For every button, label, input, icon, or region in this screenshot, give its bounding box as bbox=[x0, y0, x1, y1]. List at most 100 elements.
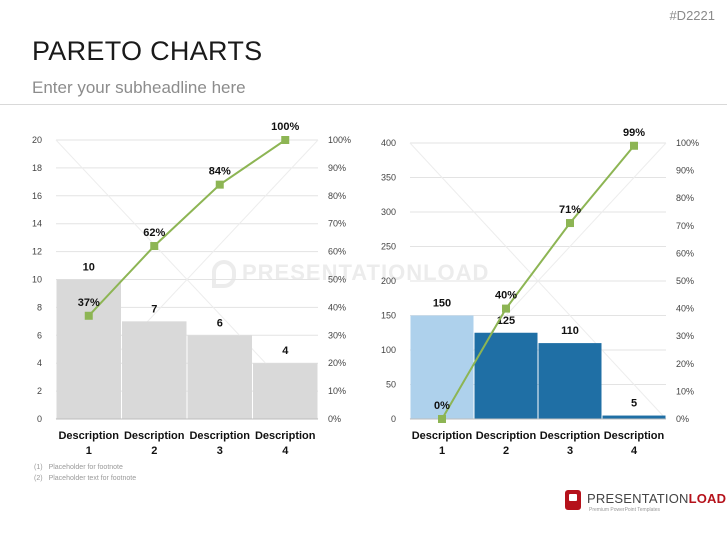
footnote-text: Placeholder text for footnote bbox=[48, 475, 137, 482]
y-tick-label: 6 bbox=[37, 330, 42, 340]
x-tick-label: 1 bbox=[86, 445, 92, 457]
bar bbox=[474, 332, 538, 419]
y-tick-label: 400 bbox=[381, 138, 396, 148]
y2-tick-label: 50% bbox=[328, 275, 346, 285]
y2-tick-label: 90% bbox=[328, 163, 346, 173]
brand-name: PRESENTATIONLOAD bbox=[587, 491, 726, 506]
bar-value-label: 10 bbox=[83, 262, 95, 274]
page-title: PARETO CHARTS bbox=[32, 36, 263, 66]
watermark-logo-icon bbox=[212, 260, 236, 289]
x-tick-label: Description bbox=[58, 430, 119, 442]
y-tick-label: 250 bbox=[381, 242, 396, 252]
x-tick-label: 2 bbox=[503, 445, 509, 457]
footnote-text: Placeholder for footnote bbox=[48, 464, 123, 471]
x-tick-label: Description bbox=[124, 430, 185, 442]
y-tick-label: 16 bbox=[32, 191, 42, 201]
y-tick-label: 200 bbox=[381, 276, 396, 286]
y2-tick-label: 80% bbox=[676, 193, 694, 203]
cumulative-point bbox=[438, 415, 446, 423]
y2-tick-label: 10% bbox=[328, 386, 346, 396]
bar-value-label: 110 bbox=[561, 325, 579, 337]
cumulative-label: 100% bbox=[271, 121, 299, 133]
cumulative-label: 62% bbox=[143, 227, 165, 239]
cumulative-point bbox=[566, 219, 574, 228]
y-tick-label: 0 bbox=[391, 414, 396, 424]
bar bbox=[410, 315, 474, 419]
x-tick-label: Description bbox=[412, 430, 473, 442]
bar-value-label: 150 bbox=[433, 298, 451, 310]
bar-value-label: 6 bbox=[217, 317, 223, 329]
y2-tick-label: 100% bbox=[328, 135, 351, 145]
bar bbox=[602, 415, 666, 419]
y2-tick-label: 0% bbox=[676, 414, 689, 424]
y2-tick-label: 30% bbox=[676, 331, 694, 341]
cumulative-label: 84% bbox=[209, 166, 231, 178]
y2-tick-label: 100% bbox=[676, 138, 699, 148]
cumulative-point bbox=[215, 180, 224, 189]
y-tick-label: 150 bbox=[381, 311, 396, 321]
cumulative-point bbox=[502, 304, 510, 313]
cumulative-point bbox=[84, 311, 93, 320]
bar-value-label: 7 bbox=[151, 303, 157, 315]
y-tick-label: 8 bbox=[37, 302, 42, 312]
cumulative-point bbox=[630, 141, 638, 150]
cumulative-label: 0% bbox=[434, 400, 450, 412]
y2-tick-label: 10% bbox=[676, 386, 694, 396]
y-tick-label: 100 bbox=[381, 345, 396, 355]
y-tick-label: 350 bbox=[381, 173, 396, 183]
bar bbox=[187, 335, 252, 419]
y2-tick-label: 0% bbox=[328, 414, 341, 424]
cumulative-label: 99% bbox=[623, 127, 645, 139]
y2-tick-label: 60% bbox=[676, 248, 694, 258]
page-subtitle: Enter your subheadline here bbox=[32, 78, 246, 97]
diagonal-decor bbox=[409, 142, 667, 420]
bar-value-label: 5 bbox=[631, 398, 637, 410]
y2-tick-label: 90% bbox=[676, 166, 694, 176]
y-tick-label: 18 bbox=[32, 163, 42, 173]
y-tick-label: 2 bbox=[37, 386, 42, 396]
bar bbox=[253, 363, 318, 419]
y-tick-label: 0 bbox=[37, 414, 42, 424]
x-tick-label: 3 bbox=[567, 445, 573, 457]
bar bbox=[538, 343, 602, 419]
cumulative-label: 71% bbox=[559, 204, 581, 216]
y-tick-label: 300 bbox=[381, 207, 396, 217]
x-tick-label: Description bbox=[540, 430, 601, 442]
y2-tick-label: 80% bbox=[328, 191, 346, 201]
footnote-number: (1) bbox=[34, 464, 43, 471]
cumulative-line bbox=[441, 145, 635, 420]
cumulative-point bbox=[281, 136, 290, 144]
brand-name-bold: LOAD bbox=[688, 491, 727, 506]
footnote-2: (2) Placeholder text for footnote bbox=[34, 473, 136, 484]
cumulative-point bbox=[150, 242, 159, 251]
y2-tick-label: 70% bbox=[328, 219, 346, 229]
y2-tick-label: 20% bbox=[328, 358, 346, 368]
y-tick-label: 4 bbox=[37, 358, 42, 368]
cumulative-label: 40% bbox=[495, 290, 517, 302]
footnotes: (1) Placeholder for footnote (2) Placehold… bbox=[34, 462, 136, 484]
bar bbox=[56, 279, 121, 419]
x-tick-label: Description bbox=[189, 430, 250, 442]
x-tick-label: 3 bbox=[217, 445, 223, 457]
brand-logo-icon bbox=[565, 490, 581, 510]
x-tick-label: 1 bbox=[439, 445, 445, 457]
x-tick-label: Description bbox=[255, 430, 316, 442]
y-tick-label: 20 bbox=[32, 135, 42, 145]
y2-tick-label: 40% bbox=[676, 304, 694, 314]
y2-tick-label: 50% bbox=[676, 276, 694, 286]
bar-value-label: 4 bbox=[282, 345, 289, 357]
header-divider bbox=[0, 104, 727, 105]
y2-tick-label: 20% bbox=[676, 359, 694, 369]
x-tick-label: 2 bbox=[151, 445, 157, 457]
y-tick-label: 50 bbox=[386, 380, 396, 390]
footnote-1: (1) Placeholder for footnote bbox=[34, 462, 136, 473]
y2-tick-label: 70% bbox=[676, 221, 694, 231]
y-tick-label: 12 bbox=[32, 247, 42, 257]
bar bbox=[122, 321, 187, 419]
cumulative-label: 37% bbox=[78, 297, 100, 309]
brand-tagline: Premium PowerPoint Templates bbox=[589, 507, 661, 513]
y2-tick-label: 30% bbox=[328, 330, 346, 340]
slide-code: #D2221 bbox=[669, 8, 715, 23]
